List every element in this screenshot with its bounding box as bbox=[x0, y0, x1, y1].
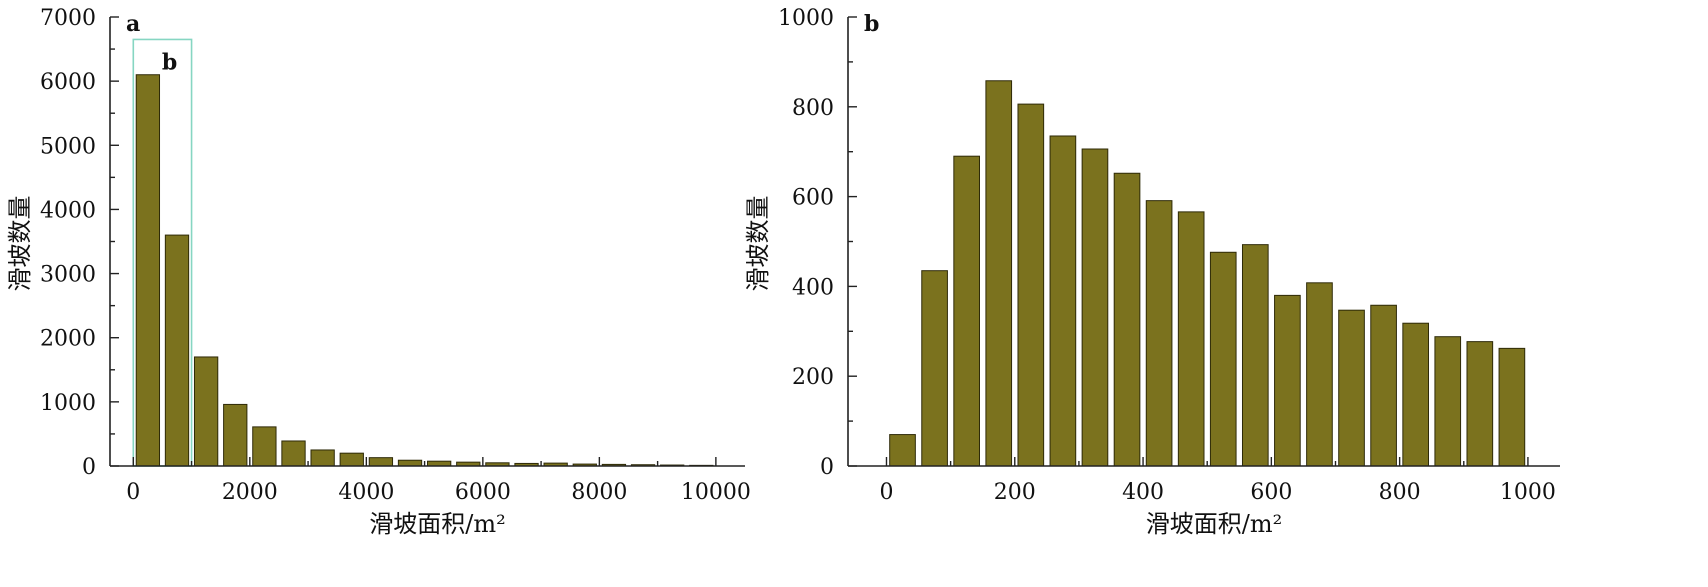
bar bbox=[1466, 341, 1494, 467]
x-tick-label: 0 bbox=[879, 480, 893, 505]
y-tick-label: 0 bbox=[820, 455, 834, 480]
bar bbox=[135, 74, 161, 467]
x-tick-label: 1000 bbox=[1500, 480, 1556, 505]
y-axis-title: 滑坡数量 bbox=[744, 196, 772, 292]
bar bbox=[339, 452, 364, 467]
bar bbox=[368, 457, 394, 467]
bar bbox=[1241, 244, 1269, 467]
y-tick-label: 0 bbox=[82, 455, 96, 480]
x-tick-label: 200 bbox=[994, 480, 1036, 505]
bar bbox=[252, 426, 277, 467]
bar bbox=[1049, 135, 1077, 467]
inset-label: b bbox=[162, 49, 177, 75]
bar bbox=[985, 80, 1013, 467]
bar bbox=[1113, 172, 1141, 467]
x-tick-label: 0 bbox=[126, 480, 140, 505]
bar bbox=[1498, 347, 1526, 467]
bar bbox=[1017, 103, 1045, 467]
bar bbox=[921, 270, 948, 467]
y-tick-label: 600 bbox=[792, 186, 834, 211]
bar bbox=[1306, 282, 1333, 467]
x-tick-label: 4000 bbox=[338, 480, 394, 505]
x-axis-title: 滑坡面积/m² bbox=[369, 510, 505, 538]
y-tick-label: 400 bbox=[792, 275, 834, 300]
bar bbox=[1434, 336, 1462, 467]
x-tick-label: 6000 bbox=[455, 480, 511, 505]
bar bbox=[1081, 148, 1109, 467]
bar bbox=[310, 449, 335, 467]
y-tick-label: 6000 bbox=[40, 70, 96, 95]
y-tick-label: 3000 bbox=[40, 263, 96, 288]
bar bbox=[164, 234, 190, 467]
bar bbox=[1177, 211, 1205, 467]
y-tick-label: 5000 bbox=[40, 134, 96, 159]
y-tick-label: 4000 bbox=[40, 198, 96, 223]
bar bbox=[1274, 294, 1301, 467]
bar bbox=[1209, 251, 1237, 467]
bar bbox=[1145, 200, 1173, 467]
bar bbox=[1370, 304, 1397, 467]
panel-label: b bbox=[864, 11, 879, 37]
bar bbox=[223, 403, 248, 467]
x-tick-label: 600 bbox=[1250, 480, 1292, 505]
x-tick-label: 8000 bbox=[571, 480, 627, 505]
bar bbox=[1402, 322, 1430, 467]
bar bbox=[193, 356, 219, 467]
chart-panel-b: 0 200 400 600 800 1000 0 200 400 600 800 1000 滑坡面积/m… bbox=[744, 6, 1560, 538]
bar bbox=[953, 155, 980, 467]
chart-panel-a: 0 1000 2000 3000 4000 5000 6000 7000 0 2000 4000 60… bbox=[6, 6, 751, 538]
panel-label: a bbox=[126, 11, 140, 37]
y-tick-label: 200 bbox=[792, 365, 834, 390]
x-tick-label: 400 bbox=[1122, 480, 1164, 505]
bar bbox=[1338, 309, 1365, 467]
y-tick-label: 2000 bbox=[40, 327, 96, 352]
bar bbox=[397, 459, 423, 467]
y-tick-label: 1000 bbox=[40, 391, 96, 416]
y-tick-label: 800 bbox=[792, 96, 834, 121]
y-tick-label: 1000 bbox=[778, 6, 834, 31]
x-tick-label: 800 bbox=[1379, 480, 1421, 505]
x-tick-label: 10000 bbox=[681, 480, 751, 505]
bar bbox=[889, 434, 916, 467]
x-tick-label: 2000 bbox=[222, 480, 278, 505]
x-axis-title: 滑坡面积/m² bbox=[1146, 510, 1282, 538]
y-axis-title: 滑坡数量 bbox=[6, 196, 34, 292]
bar bbox=[281, 440, 306, 467]
y-tick-label: 7000 bbox=[40, 6, 96, 31]
